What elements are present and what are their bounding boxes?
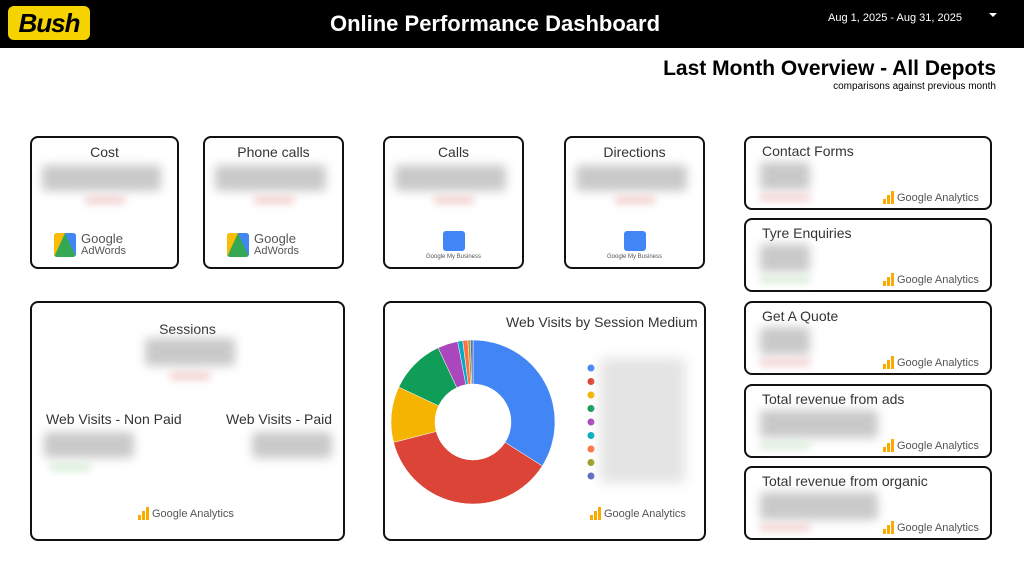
brand-text: Google (254, 231, 296, 246)
blurred-value (760, 327, 810, 355)
blurred-value (576, 165, 687, 191)
blurred-change (760, 359, 810, 366)
date-dropdown[interactable] (989, 13, 997, 17)
brand-text: Google (81, 231, 123, 246)
blurred-change (170, 372, 210, 380)
kpi-label: Get A Quote (762, 308, 839, 324)
my-business-icon (442, 231, 465, 251)
blurred-change (760, 194, 810, 201)
legend-dot (587, 391, 595, 399)
brand-text: Google Analytics (897, 357, 979, 369)
donut-chart (390, 339, 685, 505)
legend-dot (587, 364, 595, 372)
adwords-logo: Google AdWords (81, 231, 127, 257)
google-analytics-logo: Google Analytics (883, 521, 979, 534)
blurred-change (760, 524, 810, 531)
donut-slice (470, 339, 474, 385)
kpi-label: Total revenue from ads (762, 391, 905, 407)
legend-dot (587, 418, 595, 426)
legend-dot (587, 378, 595, 385)
brand-text: Google Analytics (897, 522, 979, 534)
non-paid-label: Web Visits - Non Paid (46, 411, 182, 427)
dashboard-title: Online Performance Dashboard (329, 11, 661, 36)
donut-slice (393, 431, 543, 505)
google-analytics-logo: Google Analytics (590, 507, 686, 520)
kpi-label: Cost (90, 144, 119, 160)
legend-dot (587, 472, 595, 480)
brand-text: AdWords (81, 245, 127, 257)
adwords-logo: Google AdWords (254, 231, 300, 257)
brand-text: AdWords (254, 245, 300, 257)
date-range[interactable]: Aug 1, 2025 - Aug 31, 2025 (828, 12, 962, 24)
blurred-value (760, 244, 810, 272)
blurred-value (42, 165, 161, 191)
kpi-label: Phone calls (237, 144, 310, 160)
overview-subtitle: comparisons against previous month (833, 81, 996, 92)
google-analytics-logo: Google Analytics (883, 191, 979, 204)
sessions-label: Sessions (159, 321, 216, 337)
blurred-change (760, 276, 810, 283)
blurred-change (760, 442, 810, 449)
blurred-change (84, 196, 125, 204)
google-analytics-logo: Google Analytics (883, 356, 979, 369)
blurred-value (760, 492, 878, 520)
adwords-icon (227, 233, 249, 257)
overview-title: Last Month Overview - All Depots (663, 57, 996, 80)
blurred-value (215, 165, 326, 191)
blurred-value (760, 162, 810, 190)
blurred-change (433, 196, 474, 204)
paid-label: Web Visits - Paid (226, 411, 333, 427)
kpi-label: Calls (437, 144, 470, 160)
blurred-value (395, 165, 506, 191)
google-analytics-logo: Google Analytics (883, 273, 979, 286)
brand-text: Google Analytics (604, 508, 686, 520)
brand-text: Google Analytics (897, 274, 979, 286)
blurred-value (252, 432, 332, 458)
header-bar (0, 0, 1024, 48)
blurred-value (145, 338, 235, 366)
kpi-label: Tyre Enquiries (762, 225, 852, 241)
brand-text: Google Analytics (897, 440, 979, 452)
kpi-label: Directions (603, 144, 666, 160)
logo: Bush (8, 6, 90, 40)
kpi-label: Total revenue from organic (762, 473, 928, 489)
legend-dot (587, 445, 595, 453)
blurred-value (44, 432, 134, 458)
blurred-legend (600, 358, 685, 483)
legend-dot (587, 432, 595, 439)
adwords-icon (54, 233, 76, 257)
blurred-value (760, 410, 878, 438)
chart-title: Web Visits by Session Medium (506, 314, 698, 330)
legend-dot (587, 459, 595, 466)
legend-dot (587, 405, 595, 412)
blurred-change (253, 196, 294, 204)
blurred-change (50, 463, 90, 471)
brand-text: Google Analytics (897, 192, 979, 204)
google-analytics-logo: Google Analytics (138, 507, 234, 520)
google-analytics-logo: Google Analytics (883, 439, 979, 452)
my-business-logo: Google My Business (606, 254, 663, 260)
brand-text: Google Analytics (152, 508, 234, 520)
kpi-label: Contact Forms (762, 143, 854, 159)
my-business-icon (623, 231, 646, 251)
donut-slice (472, 339, 556, 467)
my-business-logo: Google My Business (425, 254, 482, 260)
blurred-change (614, 196, 655, 204)
